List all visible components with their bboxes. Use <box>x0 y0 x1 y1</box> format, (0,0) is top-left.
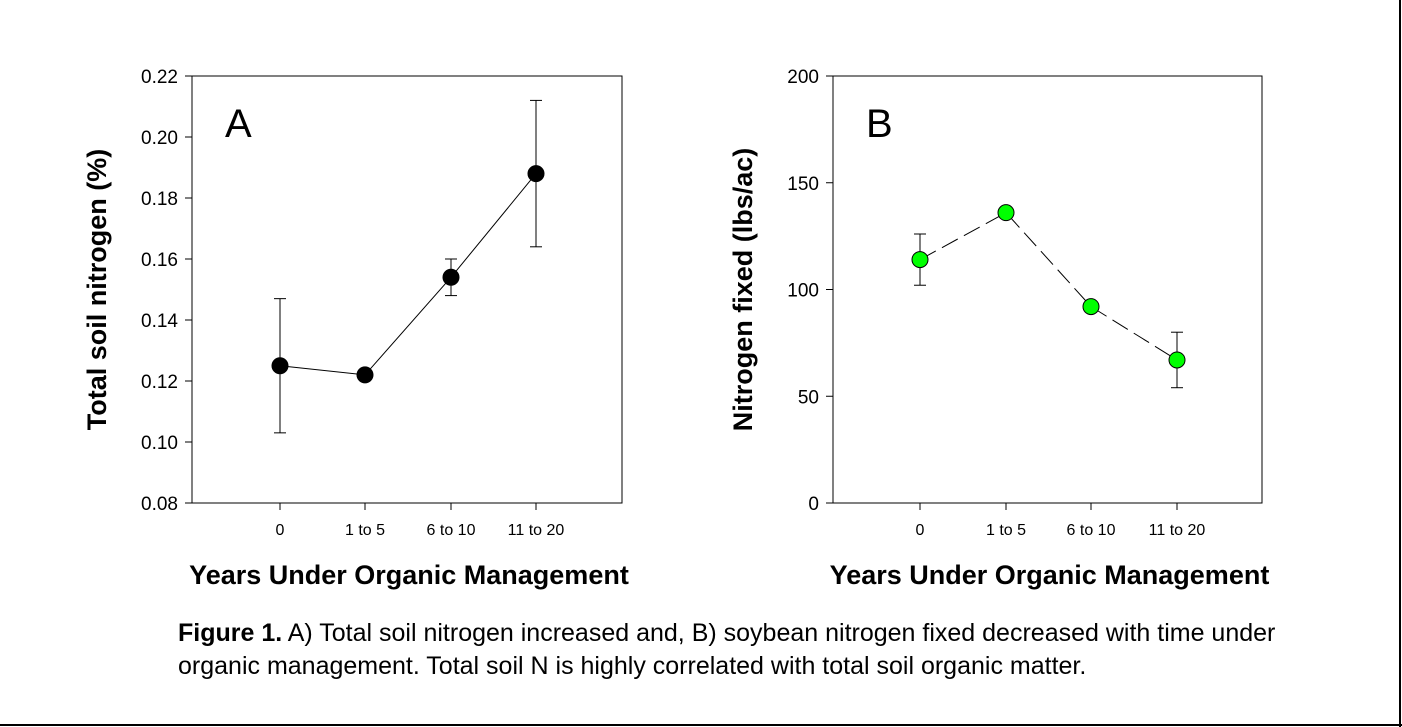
caption-text: A) Total soil nitrogen increased and, B)… <box>178 619 1276 680</box>
y-tick-label-b: 50 <box>798 387 819 408</box>
x-tick-label-a: 0 <box>276 522 285 539</box>
x-tick-label-a: 11 to 20 <box>508 522 565 539</box>
y-tick-label-a: 0.14 <box>141 311 178 332</box>
series-line-a <box>279 173 537 376</box>
data-point-b <box>911 251 929 269</box>
y-tick-label-b: 150 <box>787 174 819 195</box>
data-point-a <box>356 366 374 384</box>
y-tick-label-a: 0.16 <box>141 250 178 271</box>
y-tick-label-a: 0.08 <box>141 494 178 515</box>
frame-bottom-border <box>0 724 1402 726</box>
series-line-b <box>919 212 1178 361</box>
data-point-a <box>442 268 460 286</box>
plot-frame-b <box>832 75 1263 504</box>
x-tick-label-b: 1 to 5 <box>986 522 1026 539</box>
data-point-b <box>1082 298 1100 316</box>
chart-panel-b: 0 50 100 150 200 0 1 to 5 6 to 10 11 to 20 Years … <box>728 67 1269 590</box>
x-tick-label-b: 11 to 20 <box>1149 522 1206 539</box>
y-axis-title-b: Nitrogen fixed (lbs/ac) <box>728 148 758 432</box>
y-tick-label-a: 0.20 <box>141 128 178 149</box>
data-point-b <box>1168 351 1186 369</box>
y-tick-label-b: 0 <box>808 494 819 515</box>
data-point-a <box>271 357 289 375</box>
data-point-b <box>997 204 1015 222</box>
x-tick-label-b: 0 <box>916 522 925 539</box>
caption-label: Figure 1. <box>178 619 283 647</box>
x-tick-label-a: 1 to 5 <box>345 522 385 539</box>
plot-frame-a <box>191 75 623 504</box>
y-tick-label-a: 0.18 <box>141 189 178 210</box>
x-tick-label-b: 6 to 10 <box>1067 522 1116 539</box>
x-axis-title-a: Years Under Organic Management <box>189 560 629 590</box>
data-point-a <box>527 165 545 183</box>
panel-label-a: A <box>225 102 252 146</box>
y-tick-label-a: 0.12 <box>141 372 178 393</box>
y-tick-label-a: 0.22 <box>141 67 178 88</box>
panel-label-b: B <box>866 102 893 146</box>
frame-right-border <box>1399 0 1401 727</box>
x-tick-label-a: 6 to 10 <box>427 522 476 539</box>
figure-caption: Figure 1. A) Total soil nitrogen increas… <box>178 617 1318 683</box>
x-axis-title-b: Years Under Organic Management <box>830 560 1270 590</box>
y-tick-label-a: 0.10 <box>141 433 178 454</box>
y-tick-label-b: 100 <box>787 281 819 302</box>
y-axis-title-a: Total soil nitrogen (%) <box>82 149 112 430</box>
chart-panel-a: 0.08 0.10 0.12 0.14 0.16 0.18 0.20 0.22 0 1 to 5 6… <box>82 67 629 590</box>
y-tick-label-b: 200 <box>787 67 819 88</box>
